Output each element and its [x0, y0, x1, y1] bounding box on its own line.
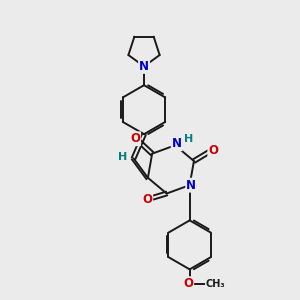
Text: CH₃: CH₃ — [206, 279, 226, 289]
Text: O: O — [130, 132, 140, 145]
Text: N: N — [172, 137, 182, 150]
Text: O: O — [183, 277, 193, 290]
Text: N: N — [186, 178, 196, 192]
Text: O: O — [208, 144, 218, 157]
Text: H: H — [184, 134, 193, 144]
Text: H: H — [118, 152, 127, 162]
Text: N: N — [139, 60, 149, 73]
Text: O: O — [142, 193, 152, 206]
